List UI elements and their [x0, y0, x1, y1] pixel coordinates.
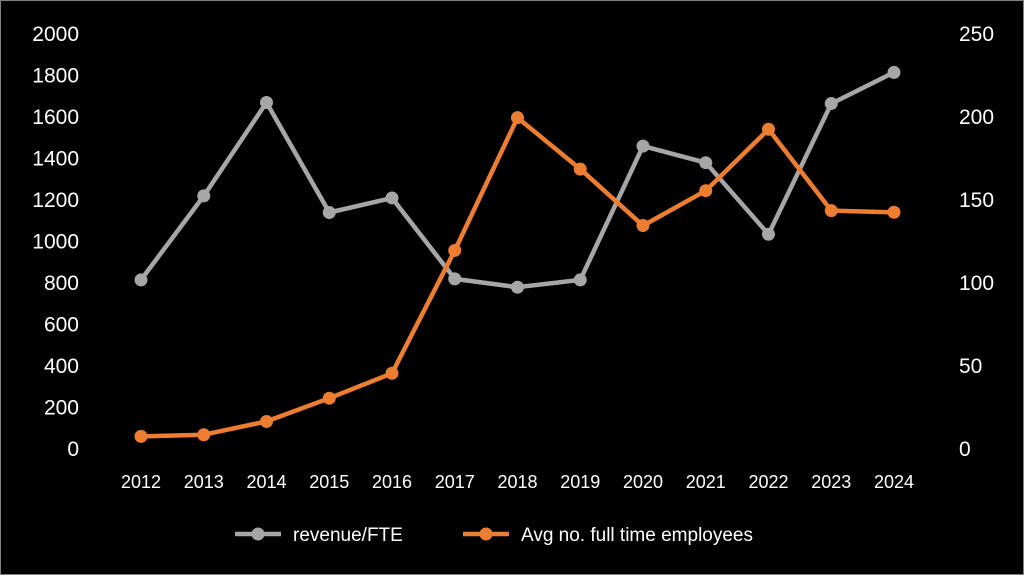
- left-tick-label: 200: [44, 397, 79, 420]
- x-tick-label: 2024: [874, 472, 914, 492]
- series-1-point: [385, 366, 399, 380]
- series-0-point: [824, 97, 838, 111]
- series-0-point: [448, 272, 462, 286]
- series-0-point: [322, 205, 336, 219]
- right-tick-label: 150: [959, 189, 994, 212]
- series-1-point: [511, 111, 524, 125]
- left-tick-label: 800: [44, 272, 79, 295]
- series-0-point: [260, 96, 273, 110]
- series-0-point: [762, 227, 775, 241]
- x-tick-label: 2021: [686, 472, 726, 492]
- right-axis: 0 50 100 150 200 250: [959, 23, 994, 461]
- x-tick-label: 2014: [246, 472, 286, 492]
- x-tick-label: 2018: [497, 472, 537, 492]
- series-0-point: [887, 65, 901, 79]
- series-1-point: [322, 391, 336, 405]
- series-1-point: [824, 204, 838, 218]
- series-1-point: [887, 205, 901, 219]
- right-tick-label: 0: [959, 438, 971, 461]
- series-0-point: [573, 273, 587, 287]
- x-tick-label: 2013: [184, 472, 224, 492]
- legend-label: revenue/FTE: [293, 525, 403, 546]
- x-tick-label: 2022: [748, 472, 788, 492]
- legend-marker: [479, 527, 493, 541]
- left-tick-label: 1000: [32, 231, 79, 254]
- x-tick-label: 2016: [372, 472, 412, 492]
- x-tick-label: 2012: [121, 472, 161, 492]
- x-tick-label: 2015: [309, 472, 349, 492]
- series-0-point: [699, 156, 713, 170]
- left-tick-label: 1200: [32, 189, 79, 212]
- series-0-point: [511, 280, 524, 294]
- series-1-point: [448, 243, 462, 257]
- series-0-point: [636, 139, 650, 153]
- series-1-point: [573, 162, 587, 176]
- series-layer: [134, 65, 901, 443]
- left-tick-label: 400: [44, 355, 79, 378]
- right-tick-label: 100: [959, 272, 994, 295]
- right-tick-label: 250: [959, 23, 994, 46]
- left-tick-label: 1400: [32, 148, 79, 171]
- left-axis: 0 200 400 600 800 1000 1200 1400 1600 1800 2000: [32, 23, 79, 461]
- series-1-point: [260, 414, 273, 428]
- left-tick-label: 600: [44, 314, 79, 337]
- left-tick-label: 1800: [32, 65, 79, 88]
- series-1-point: [636, 219, 650, 233]
- series-1-point: [134, 429, 148, 443]
- legend: revenue/FTE Avg no. full time employees: [235, 525, 753, 546]
- series-1-point: [197, 428, 211, 442]
- left-tick-label: 0: [67, 438, 79, 461]
- series-0-point: [385, 191, 399, 205]
- x-tick-label: 2023: [811, 472, 851, 492]
- legend-label: Avg no. full time employees: [521, 525, 753, 546]
- right-tick-label: 50: [959, 355, 982, 378]
- left-tick-label: 1600: [32, 106, 79, 129]
- x-axis: 2012 2013 2014 2015 2016 2017 2018 2019 2020 2021…: [121, 472, 914, 492]
- legend-marker: [251, 527, 265, 541]
- series-1-point: [699, 184, 713, 198]
- x-tick-label: 2017: [435, 472, 475, 492]
- series-0-point: [197, 189, 211, 203]
- x-tick-label: 2020: [623, 472, 663, 492]
- left-tick-label: 2000: [32, 23, 79, 46]
- series-line-0: [138, 70, 897, 290]
- right-tick-label: 200: [959, 106, 994, 129]
- series-0-point: [134, 273, 148, 287]
- x-tick-label: 2019: [560, 472, 600, 492]
- series-1-point: [762, 122, 775, 136]
- series-line-1: [138, 115, 897, 439]
